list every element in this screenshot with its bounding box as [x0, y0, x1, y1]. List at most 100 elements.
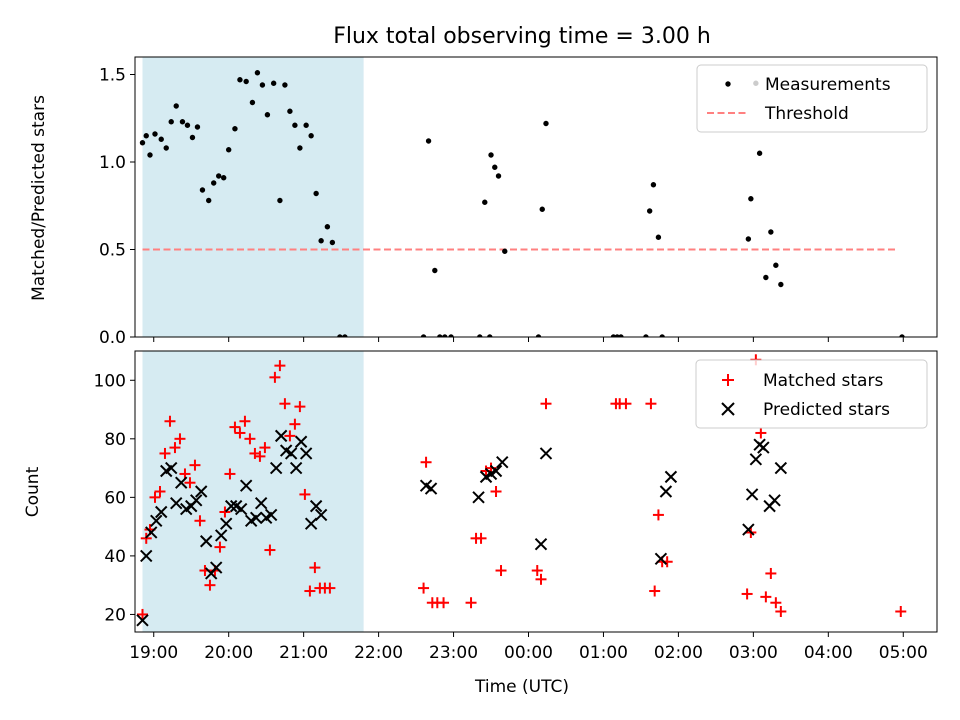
measurement-point — [225, 147, 232, 153]
measurements-series — [139, 70, 905, 337]
measurement-point — [543, 120, 549, 127]
matched-star-point — [254, 450, 266, 462]
matched-star-point — [184, 477, 196, 489]
predicted-stars-series — [136, 429, 788, 627]
measurement-point — [487, 334, 493, 337]
measurement-point — [287, 108, 293, 114]
measurement-point — [249, 99, 256, 106]
matched-star-point — [149, 491, 161, 503]
predicted-star-point — [190, 494, 203, 507]
measurement-point — [318, 238, 324, 244]
matched-star-point — [289, 418, 301, 430]
bottom-yticks: 20 40 60 80 100 — [94, 371, 135, 625]
measurement-point — [152, 131, 158, 137]
top-xticks — [153, 337, 904, 342]
matched-star-point — [239, 415, 251, 427]
bottom-chart: 20 40 60 80 100 19:00 20:00 21:00 22:00 23:00 00:… — [23, 350, 938, 697]
bottom-xtick-label: 19:00 — [129, 643, 178, 663]
bottom-xtick-label: 03:00 — [729, 643, 778, 663]
matched-star-point — [438, 597, 450, 609]
matched-star-point — [895, 606, 907, 618]
bottom-xtick-label: 20:00 — [204, 643, 253, 663]
predicted-star-point — [234, 502, 248, 516]
top-ylabel: Matched/Predicted stars — [29, 95, 49, 301]
matched-star-point — [229, 421, 241, 433]
predicted-star-point — [664, 470, 678, 484]
predicted-star-point — [145, 526, 158, 539]
top-legend-box — [696, 64, 928, 133]
measurement-point — [264, 112, 271, 118]
measurement-point — [432, 267, 438, 274]
matched-stars-series — [136, 354, 907, 620]
measurement-point — [539, 206, 545, 212]
bottom-ytick-label: 40 — [104, 547, 126, 567]
legend-measurements-marker — [725, 81, 731, 87]
legend-matched-label: Matched stars — [763, 371, 883, 391]
matched-star-point — [755, 427, 767, 439]
measurement-point — [437, 334, 443, 337]
measurement-point — [184, 122, 191, 128]
predicted-star-point — [774, 461, 788, 475]
matched-star-point — [154, 486, 166, 497]
measurement-point — [143, 133, 149, 139]
top-ytick-label: 0.5 — [99, 241, 126, 261]
predicted-star-point — [136, 614, 149, 627]
predicted-star-point — [768, 494, 781, 507]
predicted-star-point — [424, 482, 438, 495]
legend-threshold-label: Threshold — [764, 104, 849, 124]
measurement-point — [778, 281, 784, 288]
predicted-star-point — [209, 561, 223, 574]
measurement-point — [139, 140, 146, 146]
measurement-point — [337, 334, 343, 337]
measurement-point — [303, 122, 309, 128]
predicted-star-point — [224, 499, 238, 513]
measurement-point — [425, 138, 432, 144]
matched-star-point — [760, 591, 772, 603]
top-ytick-label: 1.0 — [99, 153, 126, 173]
predicted-star-point — [264, 508, 278, 522]
matched-star-point — [765, 567, 777, 579]
measurement-point — [259, 82, 266, 88]
measurement-point — [650, 182, 657, 188]
matched-star-point — [775, 606, 787, 618]
predicted-star-point — [659, 485, 673, 498]
matched-star-point — [649, 585, 661, 597]
measurement-point — [313, 190, 319, 197]
measurement-point — [206, 197, 212, 204]
bottom-ylabel: Count — [23, 466, 43, 517]
measurement-point — [297, 145, 303, 151]
matched-star-point — [420, 456, 432, 468]
bottom-legend-box — [695, 359, 928, 429]
measurement-point — [292, 122, 298, 128]
measurement-point — [477, 334, 483, 337]
bottom-ytick-label: 20 — [104, 605, 126, 625]
predicted-star-point — [289, 461, 303, 475]
matched-star-point — [645, 398, 657, 410]
matched-star-point — [475, 532, 487, 544]
measurement-point — [173, 103, 179, 109]
predicted-star-point — [249, 511, 263, 525]
measurement-point — [158, 136, 164, 142]
top-yticks: 0.0 0.5 1.0 1.5 — [99, 66, 135, 348]
measurement-point — [329, 239, 336, 246]
matched-star-point — [770, 597, 782, 609]
predicted-star-point — [472, 491, 485, 504]
matched-star-point — [309, 562, 321, 574]
predicted-star-point — [155, 505, 168, 519]
matched-star-point — [214, 541, 226, 553]
legend-predicted-label: Predicted stars — [763, 400, 890, 420]
measurement-point — [655, 234, 662, 240]
bottom-xtick-label: 01:00 — [579, 643, 628, 663]
predicted-star-point — [254, 497, 268, 510]
top-legend: Measurements Threshold — [696, 64, 928, 133]
matched-star-point — [535, 573, 547, 585]
matched-star-point — [259, 442, 271, 454]
measurement-point — [495, 173, 502, 179]
matched-star-point — [269, 371, 281, 383]
bottom-xtick-label: 00:00 — [504, 643, 553, 663]
measurement-point — [899, 334, 905, 337]
matched-star-point — [620, 398, 632, 410]
bottom-shaded-region — [142, 351, 364, 632]
measurement-point — [211, 180, 217, 186]
